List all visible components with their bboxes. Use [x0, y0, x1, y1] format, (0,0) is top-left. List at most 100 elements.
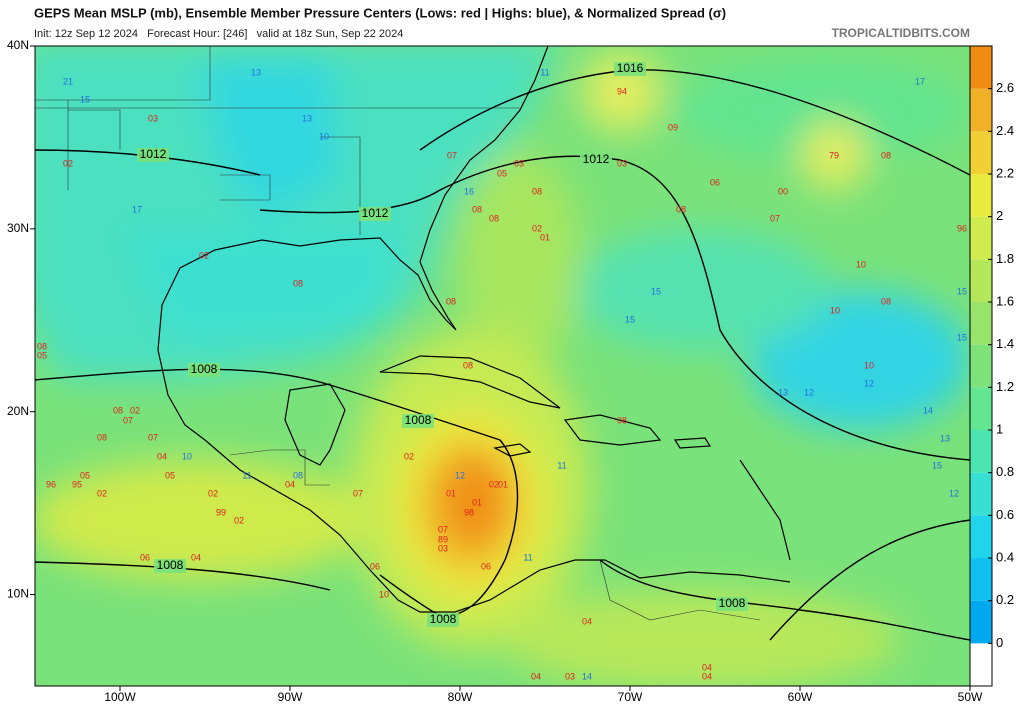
low-center: 07 [123, 415, 133, 425]
x-tick-label: 80W [448, 690, 473, 704]
high-center: 12 [804, 387, 814, 397]
low-center: 02 [130, 405, 140, 415]
high-center: 15 [932, 460, 942, 470]
colorbar-band [970, 216, 992, 260]
low-center: 79 [829, 150, 839, 160]
colorbar-label: 1.6 [996, 293, 1014, 308]
low-center: 03 [148, 113, 158, 123]
isobar-label: 1008 [157, 558, 184, 572]
high-center: 13 [302, 113, 312, 123]
low-center: 02 [532, 223, 542, 233]
colorbar-band [970, 174, 992, 217]
low-center: 02 [63, 158, 73, 168]
high-center: 10 [319, 131, 329, 141]
colorbar-label: 0.6 [996, 507, 1014, 522]
low-center: 96 [46, 479, 56, 489]
colorbar-label: 0.8 [996, 464, 1014, 479]
high-center: 12 [864, 378, 874, 388]
low-center: 07 [353, 488, 363, 498]
isobar-label: 1008 [719, 596, 746, 610]
isobar-label-bg [614, 62, 646, 76]
low-center: 03 [617, 158, 627, 168]
low-center: 08 [97, 432, 107, 442]
high-center: 12 [949, 488, 959, 498]
colorbar-band [970, 472, 992, 516]
low-center: 02 [97, 488, 107, 498]
low-center: 01 [472, 497, 482, 507]
high-center: 15 [625, 314, 635, 324]
low-center: 02 [208, 488, 218, 498]
low-center: 08 [113, 405, 123, 415]
isobar-label: 1016 [617, 61, 644, 75]
low-center: 07 [447, 150, 457, 160]
low-center: 08 [617, 415, 627, 425]
high-center: 11 [242, 470, 251, 480]
high-center: 13 [778, 387, 788, 397]
low-center: 04 [191, 552, 201, 562]
low-center: 08 [532, 186, 542, 196]
isobar-label-bg [427, 613, 459, 627]
low-center: 01 [540, 232, 550, 242]
colorbar-label: 1.4 [996, 336, 1014, 351]
isobar-label: 1012 [140, 147, 167, 161]
colorbar-band [970, 46, 992, 89]
high-center: 17 [915, 76, 925, 86]
x-tick-label: 50W [958, 690, 983, 704]
low-center: 07 [770, 213, 780, 223]
colorbar-band [970, 515, 992, 558]
low-center: 99 [216, 507, 226, 517]
title: GEPS Mean MSLP (mb), Ensemble Member Pre… [34, 5, 726, 20]
low-center: 04 [702, 662, 712, 672]
low-center: 02 [234, 515, 244, 525]
low-center: 08 [881, 296, 891, 306]
high-center: 10 [182, 451, 192, 461]
colorbar-label: 2.4 [996, 123, 1014, 138]
colorbar-frame [969, 45, 993, 687]
low-center: 08 [37, 341, 47, 351]
y-tick-label: 40N [7, 38, 29, 52]
low-center: 94 [617, 86, 627, 96]
low-center: 00 [778, 186, 788, 196]
low-center: 06 [710, 177, 720, 187]
colorbar-label: 2 [996, 208, 1003, 223]
colorbar-band [970, 131, 992, 174]
borders [35, 46, 761, 621]
isobar-label-bg [716, 597, 748, 611]
isobar-label-bg [154, 559, 186, 573]
low-center: 08 [472, 204, 482, 214]
colorbar-label: 1.2 [996, 379, 1014, 394]
low-center: 08 [293, 278, 303, 288]
isobar-label: 1008 [405, 413, 432, 427]
low-center: 04 [531, 671, 541, 681]
colorbar-band [970, 302, 992, 345]
colorbar-label: 2.6 [996, 80, 1014, 95]
low-center: 98 [464, 507, 474, 517]
high-center: 11 [557, 460, 566, 470]
colorbar-label: 0.2 [996, 592, 1014, 607]
high-center: 17 [132, 204, 142, 214]
high-center: 13 [251, 67, 261, 77]
y-tick-label: 10N [7, 587, 29, 601]
subtitle: Init: 12z Sep 12 2024 Forecast Hour: [24… [34, 28, 403, 40]
colorbar-label: 0 [996, 635, 1003, 650]
isobar-label: 1008 [191, 362, 218, 376]
colorbar-band [970, 600, 992, 644]
low-center: 10 [864, 360, 874, 370]
high-center: 15 [957, 332, 967, 342]
isobar-label-bg [580, 153, 612, 167]
low-center: 08 [881, 150, 891, 160]
colorbar-band [970, 430, 992, 473]
low-center: 02 [489, 479, 499, 489]
high-center: 21 [63, 76, 73, 86]
low-center: 96 [957, 223, 967, 233]
low-center: 04 [157, 451, 167, 461]
low-center: 08 [489, 213, 499, 223]
low-center: 01 [446, 488, 456, 498]
low-center: 03 [514, 158, 524, 168]
low-center: 06 [140, 552, 150, 562]
x-tick-label: 100W [104, 690, 136, 704]
low-center: 10 [856, 259, 866, 269]
